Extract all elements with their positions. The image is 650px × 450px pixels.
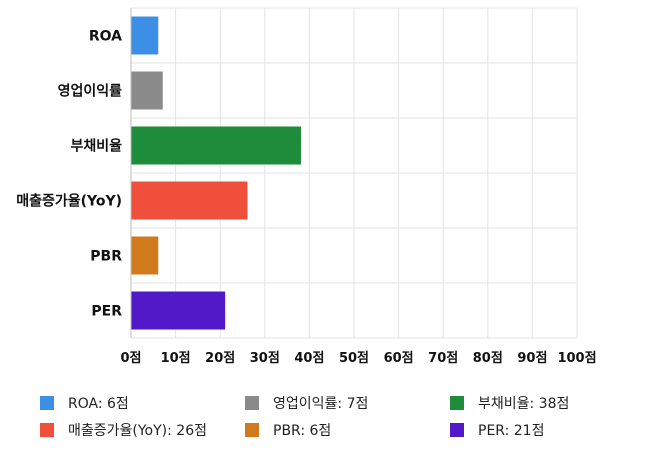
legend-label: PBR: 6점 [273, 423, 332, 439]
legend-label: 영업이익률: 7점 [273, 396, 369, 412]
legend-item: PER: 21점 [450, 420, 544, 440]
legend-label: 부채비율: 38점 [478, 396, 570, 412]
legend-item: 부채비율: 38점 [450, 393, 569, 413]
x-tick-labels: 0점 10점 20점 30점 40점 50점 60점 70점 80점 90점 100점 [120, 351, 596, 366]
bar [131, 236, 159, 275]
category-label: PBR [90, 249, 122, 265]
bar [131, 181, 248, 220]
x-tick-label: 50점 [339, 351, 369, 366]
x-tick-label: 80점 [473, 351, 503, 366]
legend-label: PER: 21점 [478, 423, 545, 439]
legend-swatch [40, 423, 54, 437]
grid [130, 7, 578, 339]
bar [131, 71, 163, 110]
x-tick-label: 10점 [161, 351, 191, 366]
category-label: 부채비율 [70, 138, 122, 155]
legend-swatch [40, 396, 54, 410]
bars [131, 16, 301, 330]
bar [131, 291, 226, 330]
legend-label: ROA: 6점 [68, 396, 129, 412]
legend-swatch [245, 423, 259, 437]
legend-swatch [450, 423, 464, 437]
category-label: 매출증가율(YoY) [16, 193, 122, 210]
legend-swatch [450, 396, 464, 410]
category-label: PER [91, 304, 122, 320]
x-tick-label: 70점 [428, 351, 458, 366]
x-tick-label: 0점 [120, 351, 141, 366]
x-tick-label: 100점 [557, 351, 596, 366]
legend-item: ROA: 6점 [40, 393, 129, 413]
category-label: ROA [89, 29, 122, 45]
category-label: 영업이익률 [58, 83, 123, 100]
x-tick-label: 90점 [517, 351, 547, 366]
legend-item: 영업이익률: 7점 [245, 393, 368, 413]
x-tick-label: 20점 [205, 351, 235, 366]
x-tick-label: 30점 [250, 351, 280, 366]
legend-item: 매출증가율(YoY): 26점 [40, 420, 207, 440]
bar [131, 126, 301, 165]
bar [131, 16, 159, 55]
x-tick-label: 60점 [384, 351, 414, 366]
legend-label: 매출증가율(YoY): 26점 [68, 423, 207, 439]
legend-swatch [245, 396, 259, 410]
legend-item: PBR: 6점 [245, 420, 331, 440]
x-tick-label: 40점 [294, 351, 324, 366]
